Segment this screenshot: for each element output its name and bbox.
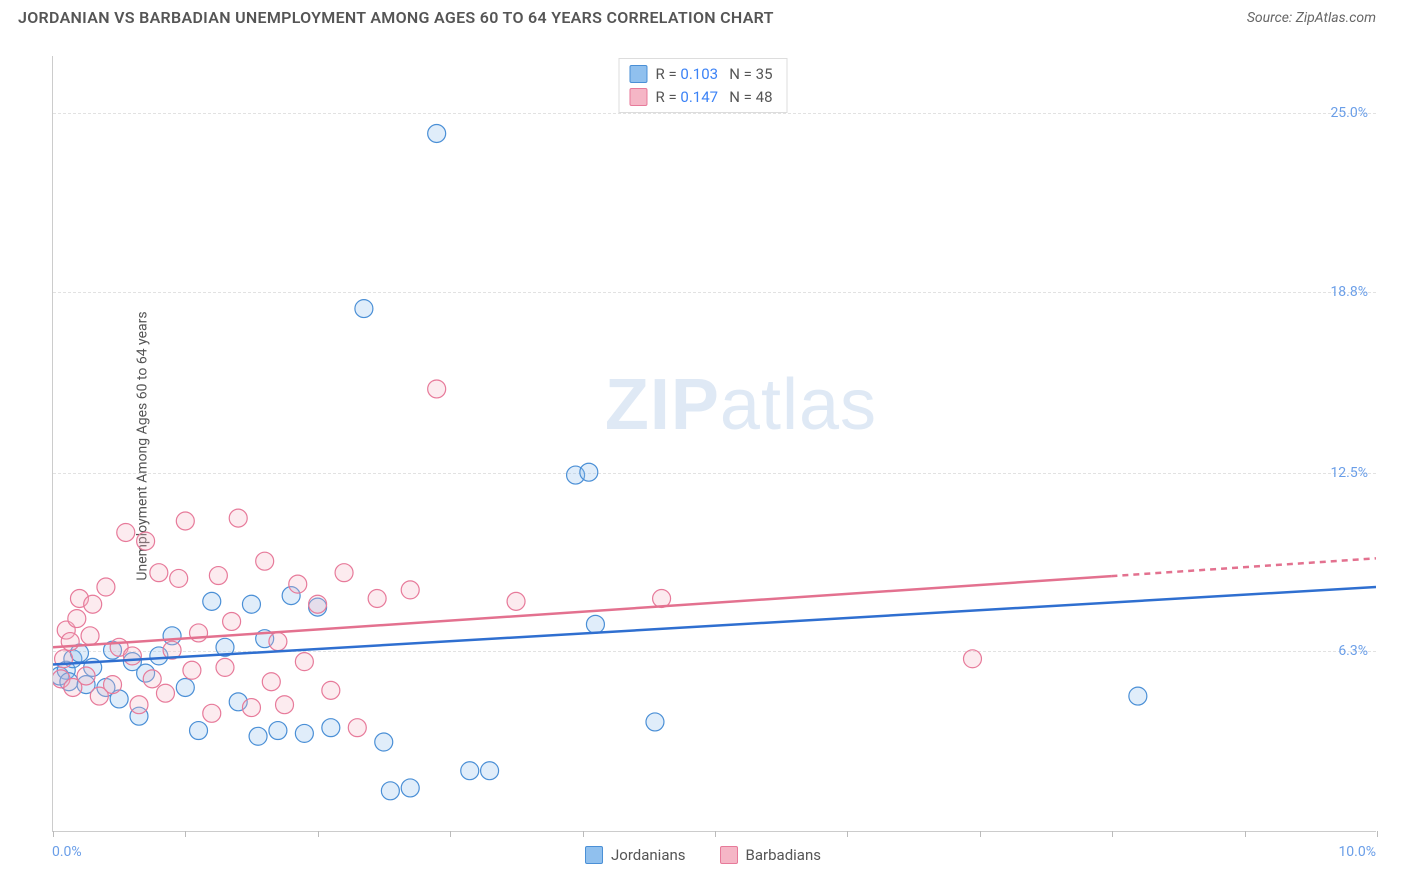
data-point	[216, 658, 234, 676]
swatch-barbadians	[629, 88, 647, 106]
stats-legend: R = 0.103 N = 35 R = 0.147 N = 48	[618, 58, 787, 113]
data-point	[190, 722, 208, 740]
data-point	[249, 727, 267, 745]
data-point	[507, 592, 525, 610]
data-point	[61, 633, 79, 651]
data-point	[242, 595, 260, 613]
data-point	[348, 719, 366, 737]
legend-swatch-barbadians	[720, 846, 738, 864]
x-axis-min-label: 0.0%	[52, 844, 82, 860]
data-point	[295, 724, 313, 742]
data-point	[176, 678, 194, 696]
regression-line-dashed	[1111, 558, 1376, 576]
data-point	[401, 581, 419, 599]
chart-header: JORDANIAN VS BARBADIAN UNEMPLOYMENT AMON…	[0, 0, 1406, 33]
legend-item-barbadians: Barbadians	[720, 846, 821, 864]
data-point	[481, 762, 499, 780]
x-tick	[715, 831, 716, 837]
data-point	[150, 564, 168, 582]
data-point	[104, 676, 122, 694]
data-point	[123, 647, 141, 665]
data-point	[368, 590, 386, 608]
x-tick	[1377, 831, 1378, 837]
data-point	[256, 552, 274, 570]
data-point	[269, 722, 287, 740]
data-point	[223, 612, 241, 630]
data-point	[269, 633, 287, 651]
data-point	[963, 650, 981, 668]
data-point	[295, 653, 313, 671]
data-point	[276, 696, 294, 714]
x-tick	[1112, 831, 1113, 837]
swatch-jordanians	[629, 65, 647, 83]
data-point	[183, 661, 201, 679]
data-point	[190, 624, 208, 642]
legend-swatch-jordanians	[585, 846, 603, 864]
data-point	[381, 782, 399, 800]
data-point	[84, 595, 102, 613]
data-point	[375, 733, 393, 751]
data-point	[580, 463, 598, 481]
data-point	[137, 532, 155, 550]
x-tick	[185, 831, 186, 837]
data-point	[335, 564, 353, 582]
x-tick	[583, 831, 584, 837]
data-point	[81, 627, 99, 645]
data-point	[68, 610, 86, 628]
data-point	[229, 509, 247, 527]
data-point	[203, 592, 221, 610]
data-point	[309, 595, 327, 613]
data-point	[289, 575, 307, 593]
data-point	[586, 615, 604, 633]
x-tick	[53, 831, 54, 837]
data-point	[646, 713, 664, 731]
stats-row-barbadians: R = 0.147 N = 48	[629, 86, 772, 109]
chart-source: Source: ZipAtlas.com	[1247, 10, 1376, 26]
data-point	[97, 578, 115, 596]
chart-plot-area: ZIPatlas	[52, 56, 1376, 832]
data-point	[322, 719, 340, 737]
data-point	[203, 704, 221, 722]
data-point	[1129, 687, 1147, 705]
data-point	[170, 569, 188, 587]
data-point	[143, 670, 161, 688]
data-point	[117, 523, 135, 541]
data-point	[77, 667, 95, 685]
data-point	[209, 567, 227, 585]
data-point	[401, 779, 419, 797]
x-tick	[847, 831, 848, 837]
data-point	[428, 125, 446, 143]
x-tick	[1245, 831, 1246, 837]
data-point	[355, 300, 373, 318]
series-legend: Jordanians Barbadians	[585, 846, 821, 864]
data-point	[130, 696, 148, 714]
data-point	[461, 762, 479, 780]
data-point	[428, 380, 446, 398]
x-tick	[450, 831, 451, 837]
data-point	[322, 681, 340, 699]
data-point	[262, 673, 280, 691]
x-tick	[318, 831, 319, 837]
data-point	[242, 699, 260, 717]
scatter-svg	[53, 56, 1376, 831]
data-point	[176, 512, 194, 530]
legend-item-jordanians: Jordanians	[585, 846, 686, 864]
data-point	[156, 684, 174, 702]
chart-title: JORDANIAN VS BARBADIAN UNEMPLOYMENT AMON…	[18, 8, 774, 27]
stats-row-jordanians: R = 0.103 N = 35	[629, 63, 772, 86]
x-tick	[980, 831, 981, 837]
x-axis-max-label: 10.0%	[1338, 844, 1376, 860]
